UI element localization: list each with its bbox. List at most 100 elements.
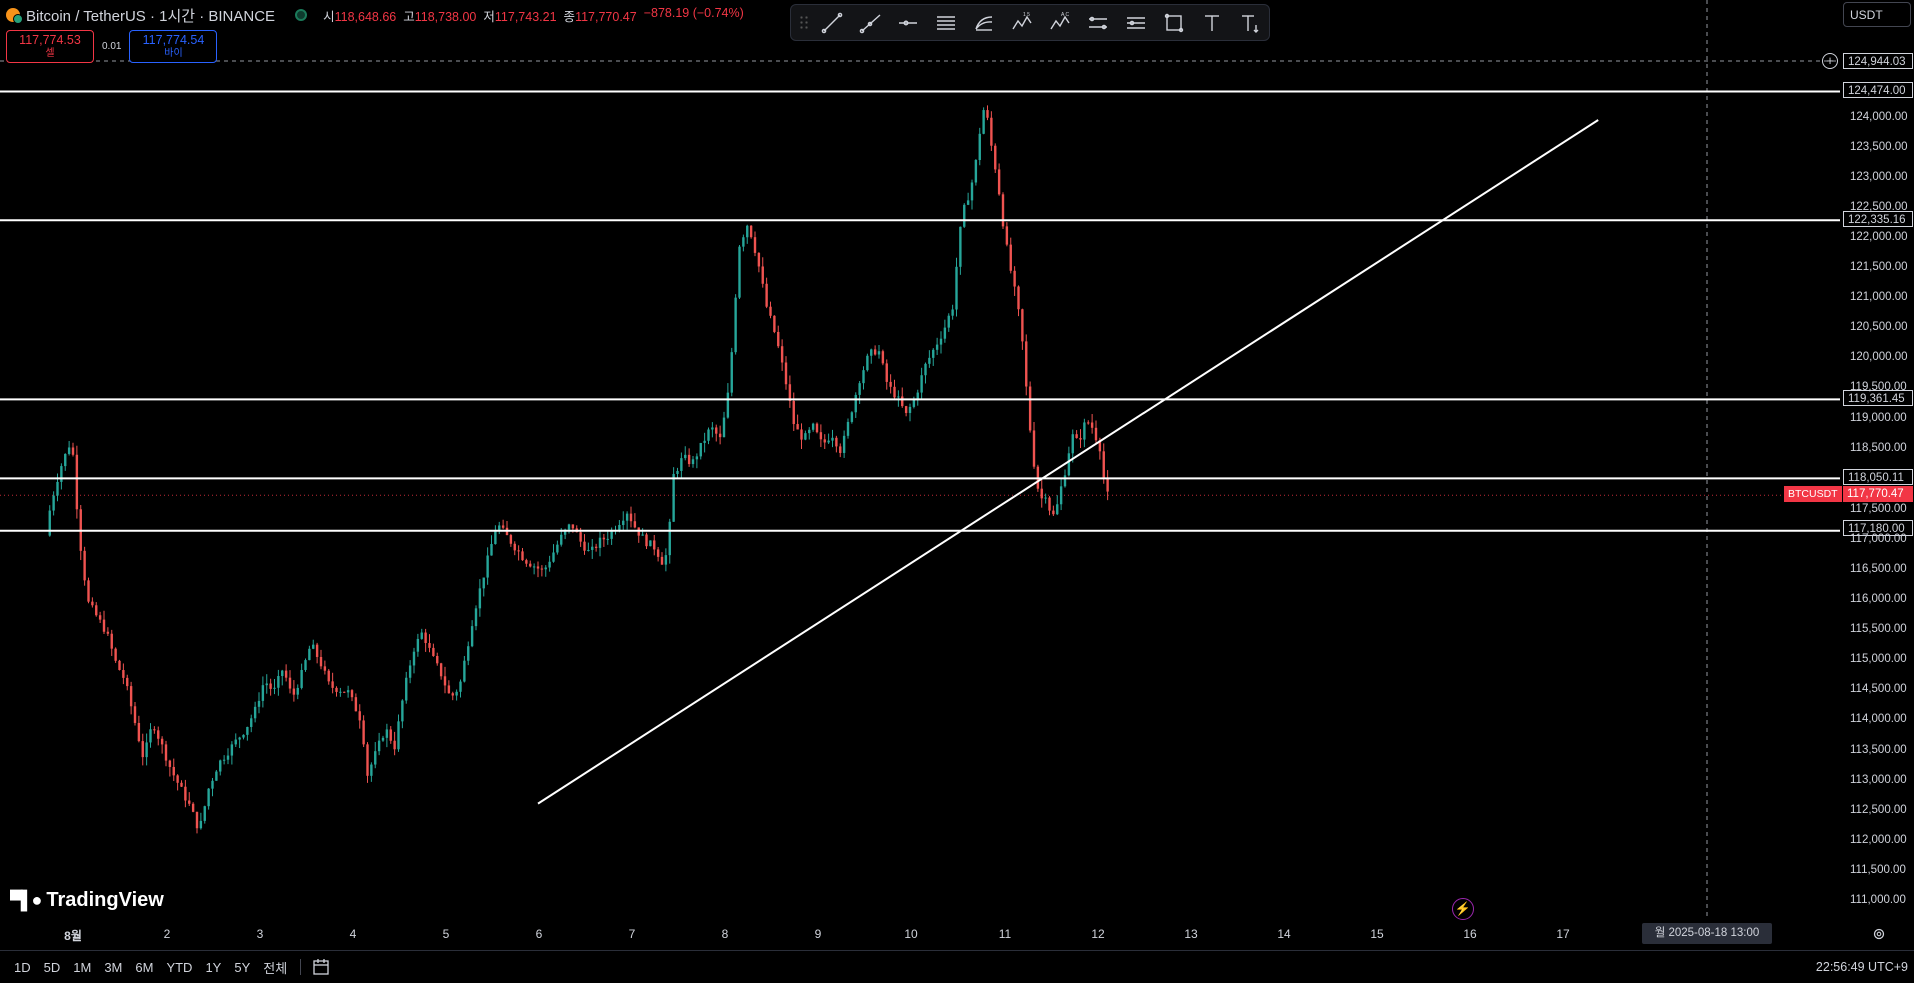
candle-body: [633, 521, 637, 528]
price-axis-label: 114,000.00: [1850, 713, 1907, 725]
date-price-range-icon[interactable]: [1121, 8, 1151, 38]
level-tag-117180[interactable]: 117,180.00: [1843, 520, 1913, 536]
price-axis-label: 117,500.00: [1850, 503, 1907, 515]
candle-body: [195, 811, 199, 829]
candle-body: [71, 447, 75, 455]
candle-body: [567, 524, 571, 530]
candle-body: [672, 473, 675, 522]
price-range-icon[interactable]: [1083, 8, 1113, 38]
candle-body: [443, 676, 447, 686]
candle-body: [226, 755, 230, 760]
horizontal-ray-icon[interactable]: [893, 8, 923, 38]
level-tag-118050[interactable]: 118,050.11: [1843, 469, 1913, 485]
drag-handle-icon[interactable]: [799, 14, 809, 31]
trade-buttons: 117,774.53 셀 0.01 117,774.54 바이: [6, 30, 218, 63]
candle-body: [230, 744, 234, 756]
candle-body: [897, 396, 900, 398]
candle-body: [393, 740, 396, 750]
range-1m-button[interactable]: 1M: [73, 959, 92, 975]
candle-body: [711, 427, 714, 430]
candle-body: [920, 375, 923, 393]
candle-body: [796, 424, 799, 430]
candle-body: [1040, 488, 1043, 499]
candle-body: [765, 283, 768, 307]
range-1y-button[interactable]: 1Y: [205, 959, 222, 975]
symbol-title[interactable]: Bitcoin / TetherUS · 1시간 · BINANCE: [26, 7, 276, 25]
range-ytd-button[interactable]: YTD: [166, 959, 193, 975]
trend-line-icon[interactable]: [817, 8, 847, 38]
candle-body: [540, 568, 544, 570]
candle-body: [83, 550, 86, 581]
candle-body: [703, 440, 706, 443]
candle-body: [773, 315, 776, 332]
rectangle-icon[interactable]: [1159, 8, 1189, 38]
abcd-pattern-icon[interactable]: A C: [1045, 8, 1075, 38]
range-3m-button[interactable]: 3M: [104, 959, 123, 975]
candle-body: [381, 737, 385, 741]
candle-body: [873, 349, 877, 355]
text-icon[interactable]: [1197, 8, 1227, 38]
candle-body: [746, 225, 749, 238]
sell-button[interactable]: 117,774.53 셀: [6, 30, 94, 63]
candle-body: [331, 681, 334, 688]
candle-body: [629, 513, 633, 522]
candle-body: [994, 145, 997, 170]
level-tag-119361[interactable]: 119,361.45: [1843, 390, 1913, 406]
candle-body: [102, 619, 106, 632]
candle-body: [839, 446, 842, 453]
symbol-price-tag: BTCUSDT: [1784, 486, 1842, 502]
tradingview-logo[interactable]: ▀▌● TradingView: [10, 889, 164, 912]
candle-body: [509, 535, 513, 544]
candle-body: [374, 751, 377, 765]
candle-body: [622, 520, 625, 525]
elliott-wave-icon[interactable]: 1 5: [1007, 8, 1037, 38]
market-status-icon[interactable]: [295, 9, 308, 21]
range-all-button[interactable]: 전체: [263, 960, 288, 976]
candle-body: [1094, 427, 1098, 441]
candle-body: [877, 351, 881, 355]
gear-icon[interactable]: [1870, 925, 1888, 943]
candle-body: [1005, 226, 1009, 245]
candle-body: [610, 530, 613, 539]
level-tag-124474[interactable]: 124,474.00: [1843, 82, 1913, 98]
currency-dropdown[interactable]: USDT: [1843, 2, 1911, 27]
candle-body: [963, 204, 966, 227]
range-5y-button[interactable]: 5Y: [234, 959, 251, 975]
time-axis-label: 12: [1091, 927, 1105, 941]
candle-body: [932, 349, 935, 358]
time-axis-label: 11: [998, 927, 1012, 941]
add-alert-icon[interactable]: +: [1822, 53, 1838, 69]
candle-body: [67, 447, 71, 454]
range-1d-button[interactable]: 1D: [14, 959, 31, 975]
candle-body: [881, 351, 885, 364]
candle-body: [904, 406, 908, 413]
candle-body: [389, 729, 392, 741]
candle-body: [354, 697, 358, 712]
text-note-icon[interactable]: [1235, 8, 1265, 38]
drawing-toolbar: 1 5 A C: [790, 4, 1270, 41]
buy-button[interactable]: 117,774.54 바이: [129, 30, 218, 63]
parallel-channel-icon[interactable]: [931, 8, 961, 38]
calendar-goto-icon[interactable]: [311, 957, 331, 977]
range-6m-button[interactable]: 6M: [135, 959, 154, 975]
fib-retracement-icon[interactable]: [969, 8, 999, 38]
ray-icon[interactable]: [855, 8, 885, 38]
candle-body: [172, 766, 175, 776]
candle-body: [133, 706, 137, 723]
crosshair-date-label: 월 2025-08-18 13:00: [1642, 923, 1772, 944]
ohlc-open: 시118,648.66: [323, 9, 397, 24]
price-axis-label: 120,000.00: [1850, 351, 1908, 363]
candle-body: [1025, 341, 1028, 387]
candle-body: [439, 663, 443, 677]
candle-body: [749, 225, 753, 238]
lightning-icon[interactable]: ⚡: [1452, 898, 1474, 920]
level-tag-122335[interactable]: 122,335.16: [1843, 211, 1913, 227]
tradingview-wordmark: TradingView: [46, 889, 164, 911]
candle-body: [75, 454, 79, 510]
last-price-tag: 117,770.47: [1843, 486, 1913, 502]
time-axis-label: 16: [1463, 927, 1477, 941]
candle-body: [939, 338, 943, 345]
range-5d-button[interactable]: 5D: [43, 959, 61, 975]
utc-clock[interactable]: 22:56:49 UTC+9: [1815, 960, 1908, 974]
